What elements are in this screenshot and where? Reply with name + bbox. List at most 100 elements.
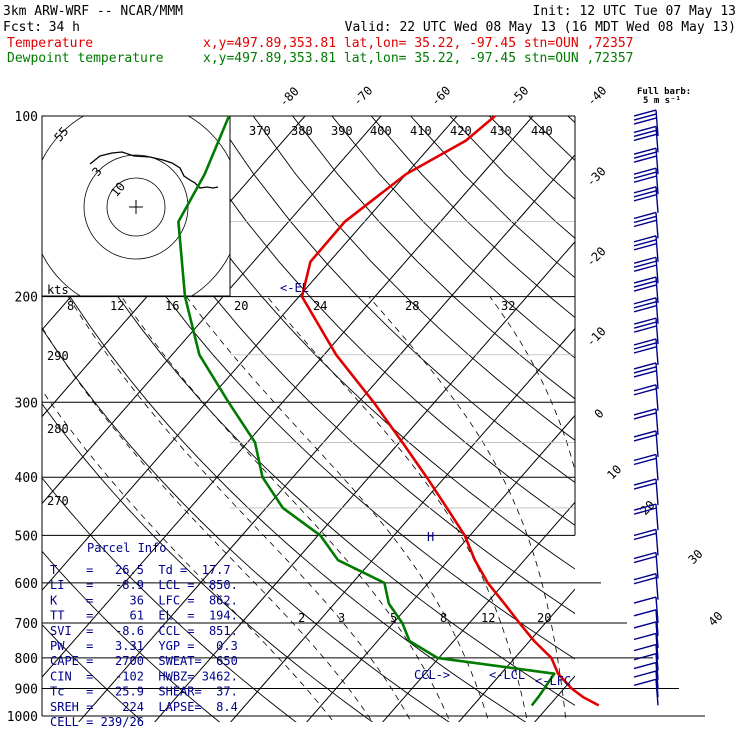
dry-adiabat (42, 477, 297, 722)
wind-barb (633, 596, 659, 624)
isotherm-label: -50 (506, 83, 531, 108)
dewpoint-legend: Dewpoint temperature (7, 51, 164, 66)
hodograph: 55 3 10 kts (41, 115, 231, 297)
dry-adiabat (42, 249, 527, 722)
dewpoint-line (177, 115, 556, 707)
theta-label: 410 (410, 124, 432, 138)
wind-barb (633, 147, 659, 175)
isotherm (534, 675, 575, 722)
wind-barb (633, 678, 659, 706)
mixing-ratio-label: 5 (390, 611, 397, 625)
pressure-label: 700 (15, 617, 38, 632)
wind-barb (633, 362, 659, 389)
pressure-label: 200 (15, 291, 38, 306)
wind-barb (633, 384, 659, 411)
wind-barb (633, 186, 659, 213)
speed-scale: 8 12 16 20 24 28 32 (67, 299, 515, 313)
isotherm (458, 588, 575, 722)
mixing-ratio-label: 8 (440, 611, 447, 625)
isotherm-label: -40 (584, 83, 609, 108)
moist-adiabat (42, 389, 335, 722)
h-marker: H (427, 530, 434, 544)
wind-barb (633, 408, 659, 435)
pressure-label: 600 (15, 577, 38, 592)
wind-barb (633, 297, 659, 324)
wind-barb (633, 338, 659, 366)
dry-adiabat (174, 116, 575, 526)
parcel-info-row: CAPE = 2700 SWEAT= 650 (50, 654, 238, 668)
speed-tick: 20 (234, 299, 248, 313)
wind-barb (633, 125, 659, 153)
hodo-kts-label: kts (47, 283, 69, 297)
wind-barb (633, 317, 659, 345)
wind-barb (633, 109, 659, 137)
isotherm-label: 10 (604, 462, 624, 482)
lcl-label: <-LCL (489, 668, 525, 682)
parcel-info-row: TT = 61 EL = 194. (50, 609, 238, 623)
isotherm-label: 40 (706, 609, 726, 629)
dry-adiabat (42, 403, 374, 722)
wind-barb (633, 211, 659, 239)
valid-time: Valid: 22 UTC Wed 08 May 13 (16 MDT Wed … (345, 20, 736, 35)
moist-adiabat (681, 297, 705, 729)
moist-adiabat (186, 296, 490, 722)
speed-tick: 28 (405, 299, 419, 313)
isotherm-label: -70 (350, 83, 375, 108)
parcel-info-row: CIN = -102 HWBZ= 3462. (50, 669, 238, 683)
isotherm-label: 30 (686, 547, 706, 567)
barb-legend-line2: 5 m s⁻¹ (643, 96, 681, 106)
moist-adiabat (42, 326, 373, 722)
el-label: <-EL (280, 281, 309, 295)
model-title: 3km ARW-WRF -- NCAR/MMM (3, 4, 183, 19)
dry-adiabat (213, 116, 575, 483)
pressure-label: 500 (15, 529, 38, 544)
wind-barb (633, 643, 659, 671)
dry-adiabat (528, 116, 575, 162)
parcel-info-row: K = 36 LFC = 862. (50, 593, 238, 607)
wind-barb (633, 573, 659, 600)
speed-tick: 24 (313, 299, 327, 313)
isotherm-label: -30 (584, 164, 609, 189)
pressure-label: 800 (15, 652, 38, 667)
fcst-label: Fcst: (3, 20, 42, 35)
theta-label: 440 (531, 124, 553, 138)
isotherm (78, 154, 575, 722)
theta-label: 400 (370, 124, 392, 138)
dry-adiabat (42, 624, 144, 722)
isotherm (605, 116, 740, 729)
theta-label: 370 (249, 124, 271, 138)
isotherm (42, 116, 382, 505)
isotherm (306, 414, 575, 722)
wind-barb (633, 453, 659, 481)
theta-label: 290 (47, 349, 69, 363)
theta-label: 420 (450, 124, 472, 138)
parcel-info-row: Tc = 25.9 SHEAR= 37. (50, 685, 238, 699)
fcst-value: 34 h (49, 20, 80, 35)
pressure-label: 400 (15, 471, 38, 486)
mixing-ratio-label: 12 (481, 611, 495, 625)
isotherm (42, 116, 458, 592)
isotherm-labels: -80 -70 -60 -50 -40 -30 -20 -10 0 10 20 … (277, 83, 726, 629)
mixing-ratio-label: 3 (338, 611, 345, 625)
theta-label: 390 (331, 124, 353, 138)
wind-barbs (633, 109, 659, 706)
theta-label: 280 (47, 422, 69, 436)
wind-barb (633, 551, 659, 579)
dry-adiabat (725, 116, 740, 729)
isotherm-label: -80 (277, 84, 302, 109)
wind-barb (633, 632, 659, 660)
dry-adiabat (252, 116, 575, 441)
lfc-label: <-LFC (535, 674, 571, 688)
pressure-label: 300 (15, 396, 38, 411)
parcel-info-row: SVI = -8.6 CCL = 851. (50, 624, 238, 638)
dry-adiabat (488, 116, 575, 200)
barb-legend-line1: Full barb: (637, 87, 691, 97)
init-time: Init: 12 UTC Tue 07 May 13 (533, 4, 737, 19)
isotherm (154, 240, 575, 722)
theta-label: 270 (47, 494, 69, 508)
dry-adiabat (686, 116, 740, 729)
parcel-info-row: SREH = 224 LAPSE= 8.4 (50, 700, 238, 714)
mixing-ratio-labels: 2 3 5 8 12 20 (298, 611, 551, 625)
wind-barb (633, 430, 659, 457)
